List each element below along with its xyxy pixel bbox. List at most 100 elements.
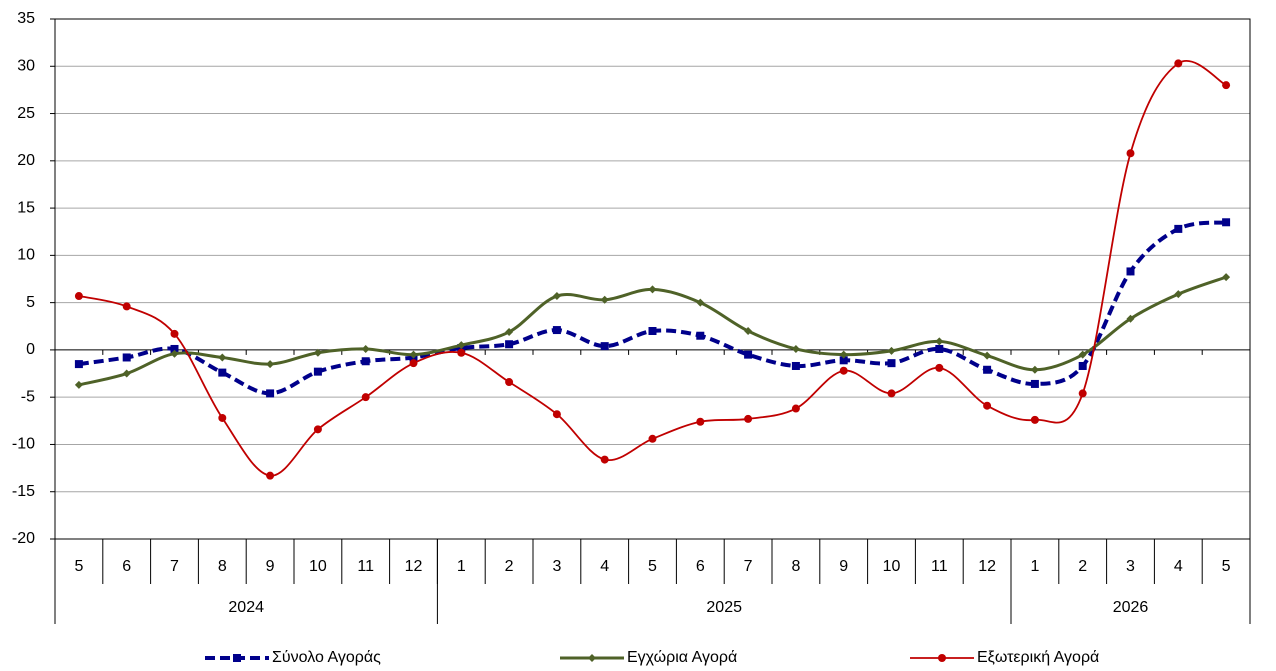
x-tick-label: 11 bbox=[357, 558, 374, 575]
marker bbox=[266, 471, 275, 480]
marker bbox=[983, 365, 992, 374]
marker bbox=[935, 363, 944, 372]
x-tick-label: 1 bbox=[1030, 558, 1039, 575]
marker bbox=[935, 337, 944, 346]
marker bbox=[1126, 267, 1135, 276]
marker bbox=[1174, 224, 1183, 233]
x-tick-label: 5 bbox=[648, 558, 657, 575]
x-tick-label: 12 bbox=[978, 558, 996, 575]
y-tick-label: 0 bbox=[26, 341, 35, 358]
marker bbox=[839, 356, 848, 365]
marker bbox=[600, 455, 609, 464]
marker bbox=[887, 389, 896, 398]
marker bbox=[313, 367, 322, 376]
marker bbox=[1030, 379, 1039, 388]
x-tick-label: 10 bbox=[309, 558, 327, 575]
marker bbox=[122, 353, 131, 362]
x-tick-label: 5 bbox=[74, 558, 83, 575]
marker bbox=[1126, 314, 1135, 323]
marker bbox=[361, 344, 370, 353]
marker bbox=[74, 292, 83, 301]
x-tick-label: 9 bbox=[839, 558, 848, 575]
marker bbox=[744, 327, 753, 335]
marker bbox=[505, 340, 514, 349]
marker bbox=[170, 329, 179, 338]
marker bbox=[1030, 415, 1039, 424]
marker bbox=[361, 393, 370, 402]
series-line bbox=[78, 60, 1227, 477]
x-tick-label: 1 bbox=[457, 558, 466, 575]
marker bbox=[588, 654, 596, 662]
marker bbox=[648, 285, 657, 294]
marker bbox=[218, 413, 227, 422]
marker bbox=[218, 368, 227, 377]
marker bbox=[218, 353, 227, 362]
y-tick-label: 35 bbox=[17, 10, 35, 27]
marker bbox=[552, 410, 561, 419]
marker bbox=[1222, 218, 1231, 227]
marker bbox=[1078, 361, 1087, 370]
marker bbox=[233, 654, 241, 662]
marker bbox=[1126, 149, 1135, 158]
marker bbox=[983, 401, 992, 410]
marker bbox=[74, 380, 83, 389]
marker bbox=[457, 341, 466, 350]
marker bbox=[887, 346, 896, 355]
marker bbox=[1078, 389, 1087, 398]
marker bbox=[266, 360, 275, 369]
marker bbox=[600, 342, 609, 351]
marker bbox=[457, 348, 466, 357]
marker bbox=[1222, 273, 1231, 282]
x-tick-label: 11 bbox=[931, 558, 948, 575]
marker bbox=[983, 351, 992, 360]
marker bbox=[696, 417, 705, 426]
marker bbox=[935, 344, 944, 353]
x-tick-label: 6 bbox=[696, 558, 705, 575]
legend-label: Εξωτερική Αγορά bbox=[977, 649, 1099, 666]
x-tick-label: 10 bbox=[883, 558, 901, 575]
y-tick-label: 5 bbox=[26, 294, 35, 311]
marker bbox=[361, 357, 370, 366]
marker bbox=[505, 327, 514, 336]
x-tick-label: 3 bbox=[552, 558, 561, 575]
x-tick-label: 2 bbox=[505, 558, 514, 575]
marker bbox=[839, 350, 848, 359]
x-tick-label: 8 bbox=[791, 558, 800, 575]
x-group-label: 2025 bbox=[706, 599, 742, 616]
marker bbox=[648, 434, 657, 443]
x-tick-label: 4 bbox=[1174, 558, 1183, 575]
y-tick-label: -20 bbox=[12, 530, 35, 547]
y-tick-label: 25 bbox=[17, 105, 35, 122]
marker bbox=[744, 350, 753, 359]
x-tick-label: 8 bbox=[218, 558, 227, 575]
marker bbox=[1222, 81, 1231, 90]
marker bbox=[505, 378, 514, 387]
marker bbox=[313, 348, 322, 357]
marker bbox=[1078, 350, 1087, 359]
marker bbox=[266, 389, 275, 398]
marker bbox=[74, 360, 83, 369]
marker bbox=[170, 344, 179, 353]
marker bbox=[552, 326, 561, 335]
x-tick-label: 2 bbox=[1078, 558, 1087, 575]
legend-label: Εγχώρια Αγορά bbox=[627, 649, 737, 666]
marker bbox=[938, 654, 946, 662]
x-tick-label: 4 bbox=[600, 558, 609, 575]
marker bbox=[791, 344, 800, 353]
y-tick-label: 10 bbox=[17, 247, 35, 264]
marker bbox=[744, 414, 753, 423]
x-tick-label: 6 bbox=[122, 558, 131, 575]
marker bbox=[648, 327, 657, 335]
marker bbox=[552, 292, 561, 301]
marker bbox=[122, 302, 131, 311]
marker bbox=[409, 359, 418, 368]
x-tick-label: 12 bbox=[405, 558, 423, 575]
x-tick-label: 9 bbox=[266, 558, 275, 575]
x-group-label: 2024 bbox=[228, 599, 264, 616]
y-tick-label: 20 bbox=[17, 152, 35, 169]
marker bbox=[1174, 290, 1183, 299]
x-tick-label: 3 bbox=[1126, 558, 1135, 575]
y-tick-label: 30 bbox=[17, 57, 35, 74]
marker bbox=[839, 366, 848, 375]
